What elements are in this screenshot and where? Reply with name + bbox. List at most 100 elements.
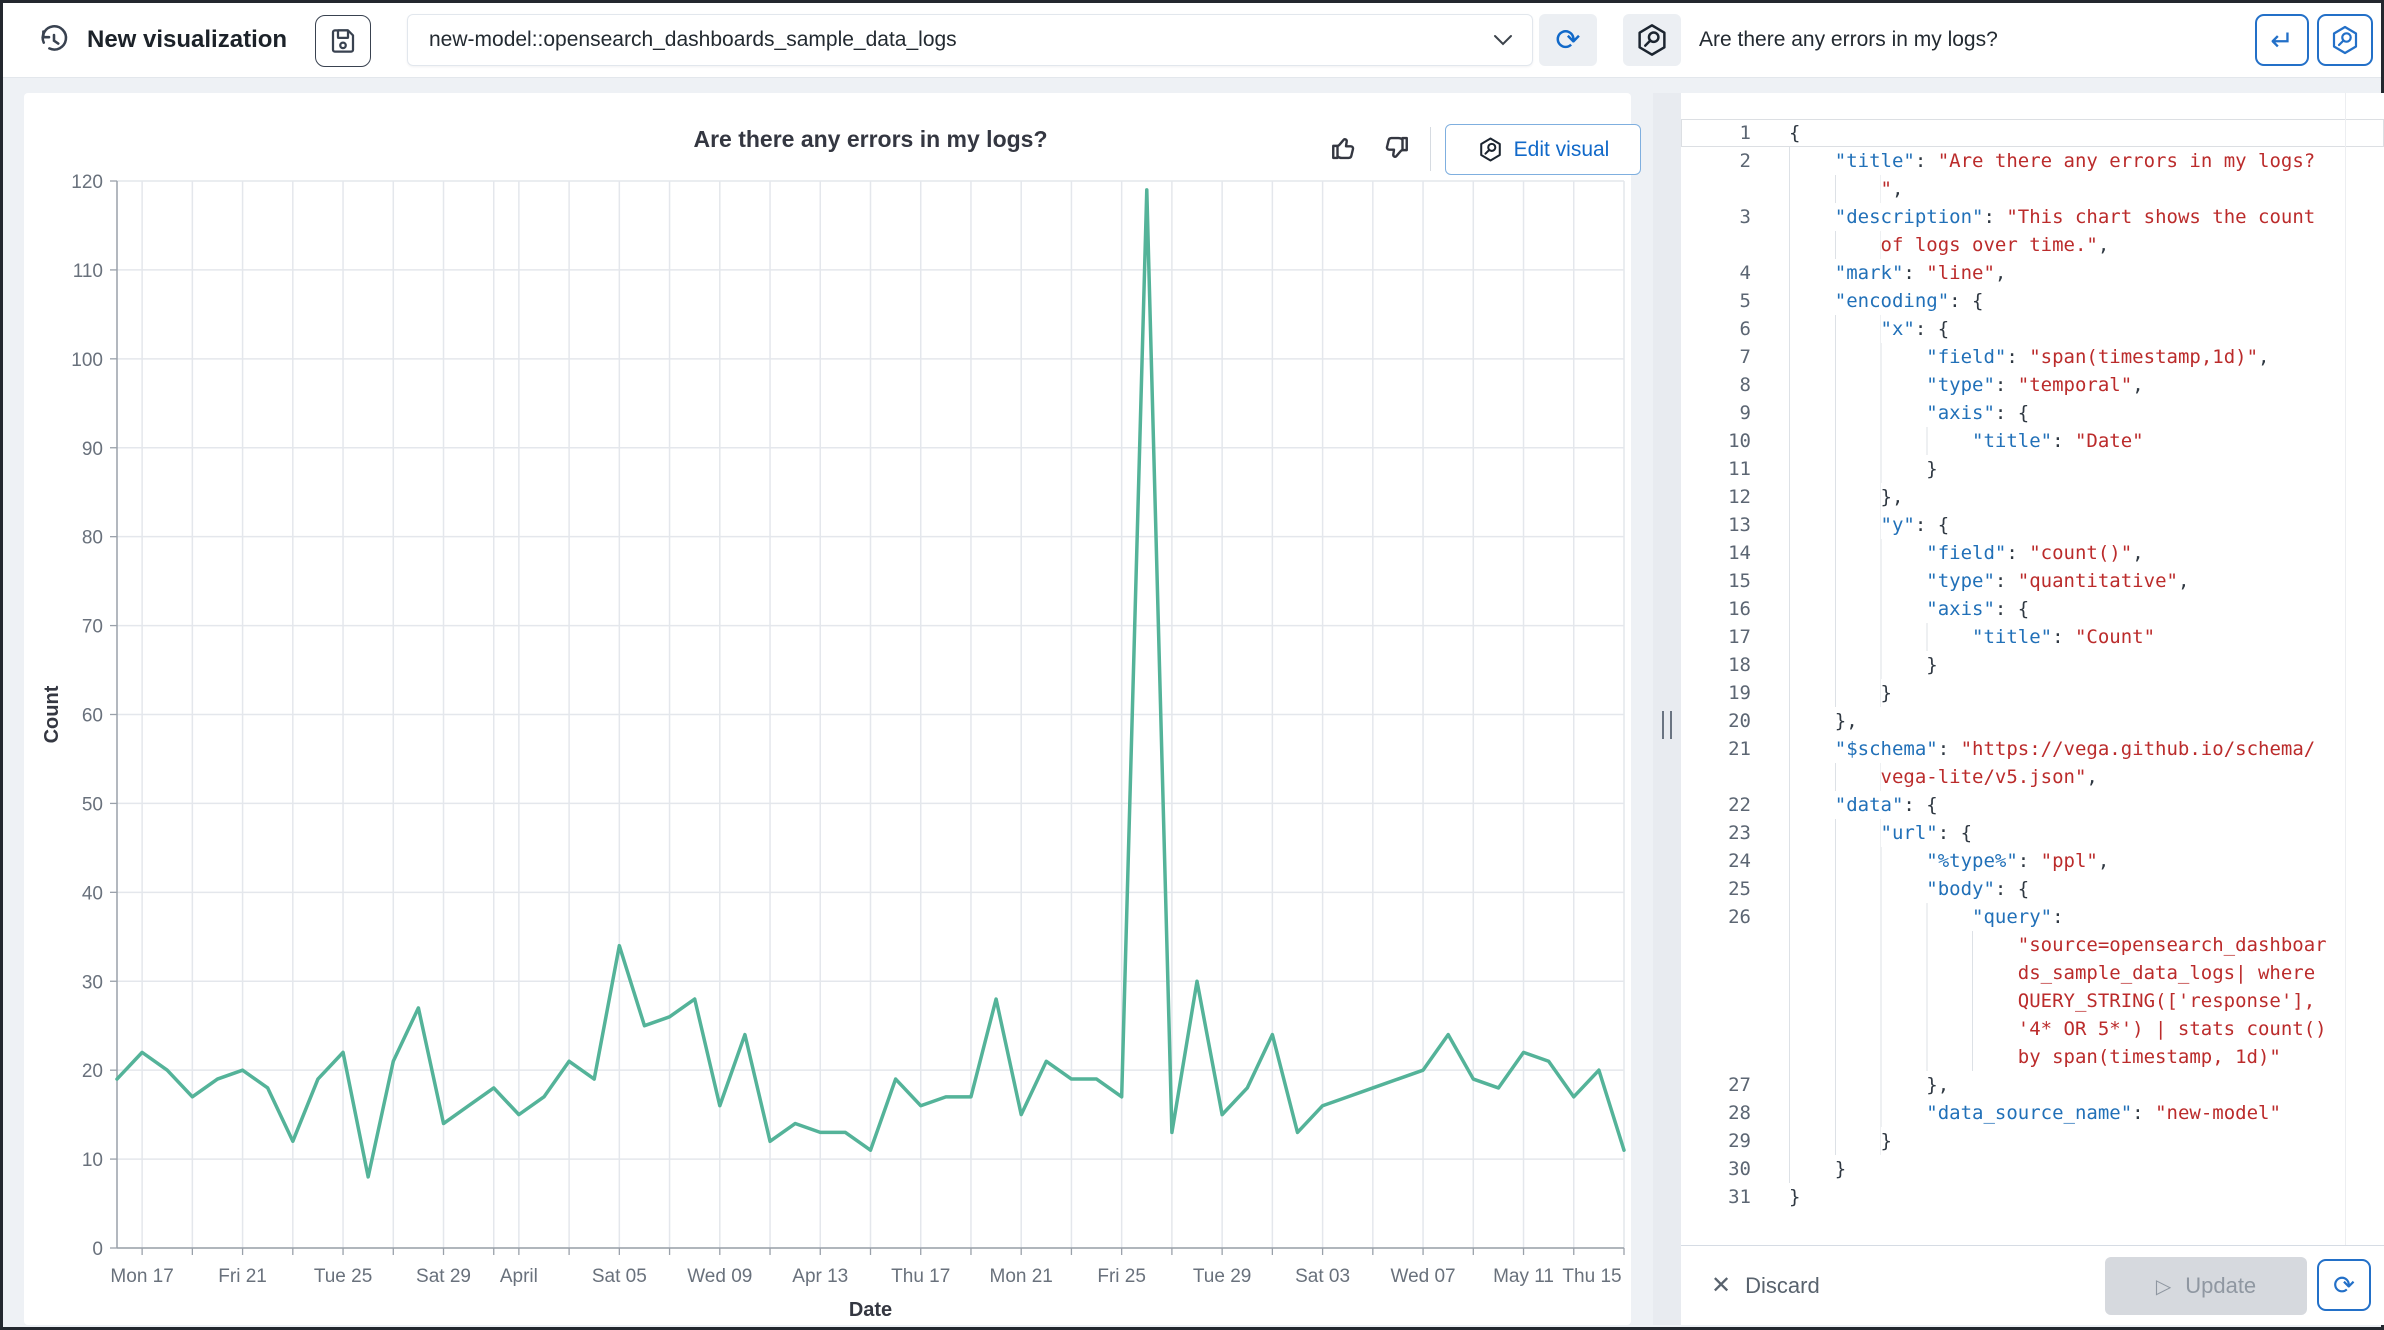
top-toolbar: New visualization new-model::opensearch_… [3,3,2381,77]
svg-text:30: 30 [82,972,103,993]
line-number [1681,763,1751,791]
submit-question-button[interactable]: ↵ [2255,14,2309,66]
x-axis-title: Date [849,1299,892,1321]
code-line: 4 "mark": "line", [1681,259,2384,287]
update-button[interactable]: ▷ Update [2105,1257,2307,1315]
vega-spec-editor-panel: 1{2 "title": "Are there any errors in my … [1681,93,2384,1325]
panel-resize-handle[interactable] [1653,93,1681,1325]
line-number: 31 [1728,1186,1751,1208]
save-icon [331,29,355,53]
svg-text:110: 110 [73,261,103,282]
line-number: 16 [1728,598,1751,620]
line-number: 8 [1739,374,1751,396]
code-line: 10 "title": "Date" [1681,427,2384,455]
svg-text:Wed 09: Wed 09 [687,1266,752,1287]
hexagon-logo-icon [2332,25,2358,55]
svg-text:120: 120 [71,172,103,193]
code-line: ds_sample_data_logs| where [1681,959,2384,987]
model-select[interactable]: new-model::opensearch_dashboards_sample_… [407,14,1533,66]
line-number: 18 [1728,654,1751,676]
line-number: 10 [1728,430,1751,452]
code-line: 9 "axis": { [1681,399,2384,427]
svg-text:Wed 07: Wed 07 [1390,1266,1455,1287]
line-number: 13 [1728,514,1751,536]
save-button[interactable] [315,15,371,67]
svg-text:100: 100 [71,350,103,371]
discard-button[interactable]: ✕ Discard [1705,1246,1826,1325]
line-number [1681,231,1751,259]
count-line-series [115,188,1626,1179]
assistant-generate-button[interactable] [2317,14,2373,66]
line-number [1681,1015,1751,1043]
svg-text:Tue 29: Tue 29 [1193,1266,1251,1287]
hexagon-logo-icon [1638,24,1666,56]
line-number: 28 [1728,1102,1751,1124]
code-line: vega-lite/v5.json", [1681,763,2384,791]
line-number: 20 [1728,710,1751,732]
axes [110,180,1625,1255]
editor-overview-ruler [2345,93,2346,1245]
assistant-question-input[interactable] [1681,14,2261,66]
model-select-value: new-model::opensearch_dashboards_sample_… [429,28,957,51]
chevron-down-icon [1494,35,1512,46]
code-line: 1{ [1681,119,2384,147]
thumbs-down-icon[interactable] [1377,131,1411,165]
svg-text:Sat 29: Sat 29 [416,1266,471,1287]
line-number: 9 [1739,402,1751,424]
code-line: 6 "x": { [1681,315,2384,343]
code-line: 22 "data": { [1681,791,2384,819]
close-icon: ✕ [1711,1272,1732,1299]
visualization-panel: 0 10 20 30 40 50 60 70 80 90 100 110 120 Mon 17 Fri 21… [24,93,1641,1325]
code-line: 28 "data_source_name": "new-model" [1681,1099,2384,1127]
line-number: 14 [1728,542,1751,564]
svg-text:Thu 17: Thu 17 [891,1266,950,1287]
code-line: 27}, [1681,1071,2384,1099]
code-line: 29} [1681,1127,2384,1155]
thumbs-up-icon[interactable] [1329,131,1363,165]
svg-text:Thu 15: Thu 15 [1562,1266,1621,1287]
code-line: 18} [1681,651,2384,679]
enter-return-icon: ↵ [2270,24,2294,56]
model-refresh-button[interactable]: ⟳ [1539,14,1597,66]
code-editor[interactable]: 1{2 "title": "Are there any errors in my … [1681,93,2384,1245]
edit-visual-button[interactable]: Edit visual [1445,124,1641,175]
code-line: 19} [1681,679,2384,707]
code-line: 17 "title": "Count" [1681,623,2384,651]
line-number: 24 [1728,850,1751,872]
code-line: "source=opensearch_dashboar [1681,931,2384,959]
gridlines [117,180,1625,1249]
code-line: 14 "field": "count()", [1681,539,2384,567]
code-line: by span(timestamp, 1d)" [1681,1043,2384,1071]
hexagon-logo-icon [1479,137,1501,162]
code-lines: 1{2 "title": "Are there any errors in my … [1681,119,2384,1211]
line-number: 17 [1728,626,1751,648]
line-number [1681,987,1751,1015]
history-button[interactable] [33,19,75,61]
line-number [1681,959,1751,987]
svg-text:Mon 17: Mon 17 [110,1266,173,1287]
code-line: 23 "url": { [1681,819,2384,847]
svg-text:May 11: May 11 [1493,1266,1554,1287]
line-number: 29 [1728,1130,1751,1152]
code-line: 8 "type": "temporal", [1681,371,2384,399]
svg-text:90: 90 [82,439,103,460]
code-line: 12}, [1681,483,2384,511]
line-number: 6 [1739,318,1751,340]
line-chart: 0 10 20 30 40 50 60 70 80 90 100 110 120 Mon 17 Fri 21… [41,172,1626,1321]
line-number [1681,175,1751,203]
rerun-button[interactable]: ⟳ [2317,1259,2371,1311]
code-line: 16 "axis": { [1681,595,2384,623]
line-number: 22 [1728,794,1751,816]
code-line: 3 "description": "This chart shows the co… [1681,203,2384,231]
edit-visual-label: Edit visual [1513,137,1610,161]
svg-text:40: 40 [82,883,103,904]
code-line: QUERY_STRING(['response'], [1681,987,2384,1015]
svg-text:60: 60 [82,706,103,727]
svg-text:Mon 21: Mon 21 [990,1266,1053,1287]
code-line: 7 "field": "span(timestamp,1d)", [1681,343,2384,371]
code-line: 13 "y": { [1681,511,2384,539]
code-line: 30} [1681,1155,2384,1183]
code-line: '4* OR 5*') | stats count() [1681,1015,2384,1043]
line-number: 5 [1739,290,1751,312]
